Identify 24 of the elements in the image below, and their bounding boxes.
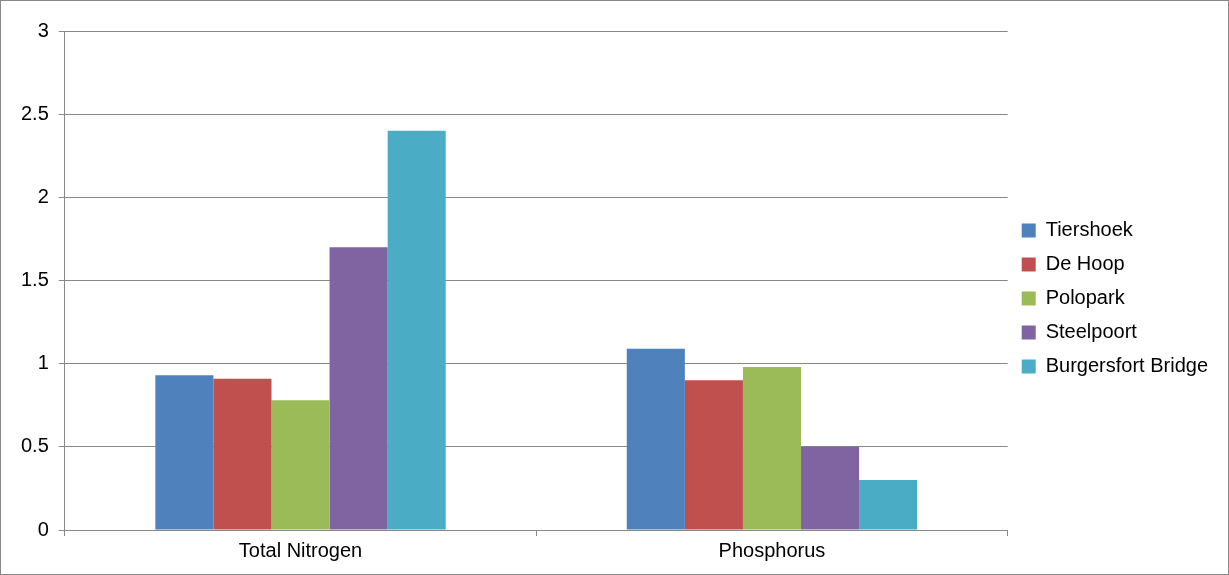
legend-label: Tiershoek xyxy=(1045,218,1134,241)
y-tick-label: 2 xyxy=(37,184,49,207)
y-tick-label: 1.5 xyxy=(20,268,49,291)
legend-label: Steelpoort xyxy=(1045,320,1138,343)
bar xyxy=(329,247,388,530)
bar xyxy=(155,375,214,530)
bar xyxy=(742,366,802,530)
bar xyxy=(387,130,446,530)
bar xyxy=(271,400,330,530)
legend-label: De Hoop xyxy=(1045,252,1125,275)
y-tick-label: 2.5 xyxy=(20,101,49,124)
bar xyxy=(684,380,743,530)
legend-label: Polopark xyxy=(1045,286,1126,309)
bar xyxy=(626,348,685,530)
y-tick-label: 1 xyxy=(37,351,49,374)
x-tick-label: Phosphorus xyxy=(718,538,826,561)
y-tick-label: 0.5 xyxy=(20,434,49,457)
bar xyxy=(801,446,860,530)
y-tick-label: 3 xyxy=(37,18,49,41)
bar xyxy=(859,480,918,530)
legend-label: Burgersfort Bridge xyxy=(1045,354,1208,377)
y-tick-label: 0 xyxy=(37,517,49,540)
x-tick-label: Total Nitrogen xyxy=(238,538,363,561)
bar xyxy=(213,378,272,530)
